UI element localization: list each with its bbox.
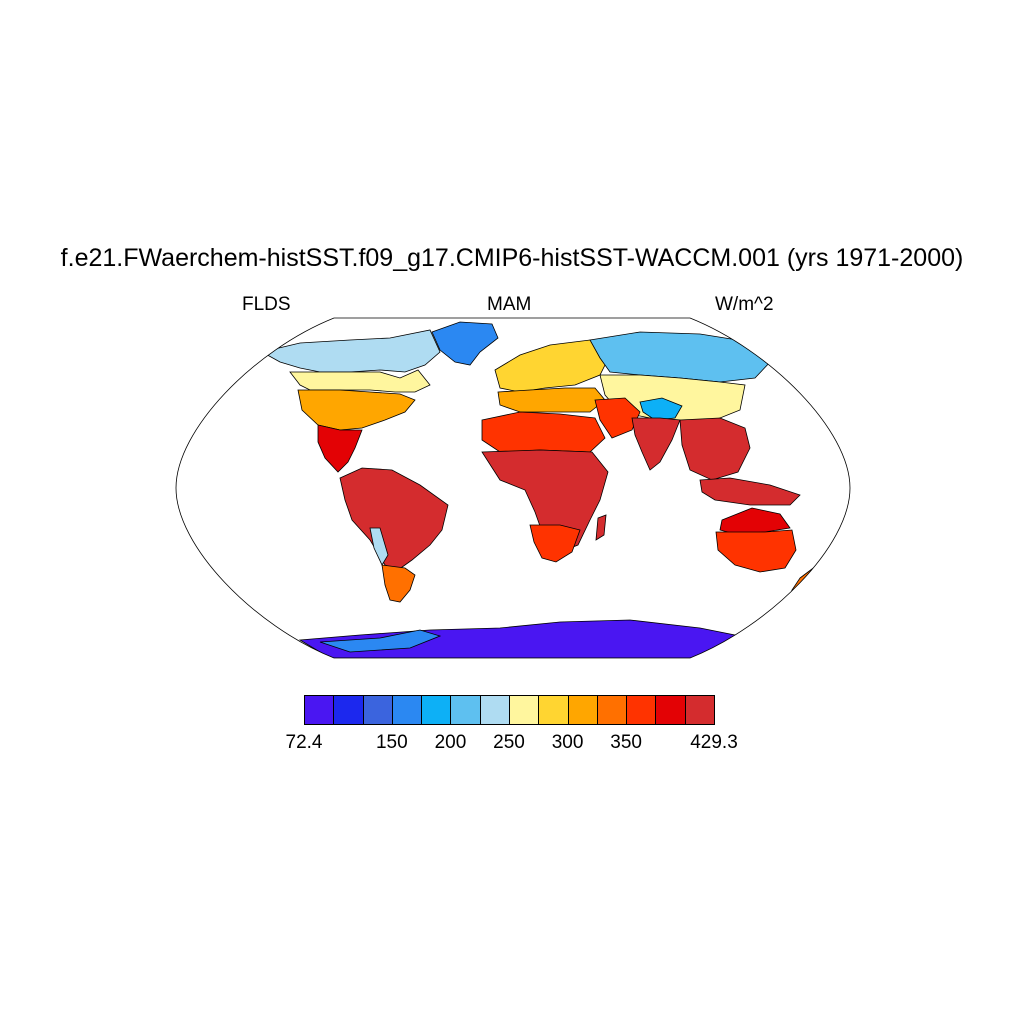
land-middle-east <box>594 397 641 439</box>
land-australia <box>715 529 797 573</box>
land-europe <box>494 339 611 393</box>
variable-label: FLDS <box>242 294 291 315</box>
land-south-africa <box>529 524 581 563</box>
colorbar-label: 300 <box>551 732 584 753</box>
colorbar-labels: 72.4 150 200 250 300 350 429.3 <box>0 732 1024 756</box>
land-africa <box>481 449 609 553</box>
land-siberia <box>589 331 773 383</box>
land-antarctica <box>298 619 741 658</box>
colorbar-label: 250 <box>493 732 525 753</box>
land-antarctic-peninsula <box>319 629 442 653</box>
land-north-america-arctic <box>260 329 441 373</box>
colorbar-label: 72.4 <box>285 732 323 753</box>
land-usa <box>297 389 416 431</box>
map-border <box>175 317 851 659</box>
season-label: MAM <box>487 294 532 315</box>
plot-title: f.e21.FWaerchem-histSST.f09_g17.CMIP6-hi… <box>60 244 964 272</box>
land-patagonia <box>381 564 416 603</box>
land-mexico <box>317 424 363 473</box>
colorbar-box <box>596 695 628 725</box>
colorbar-box <box>567 695 598 725</box>
colorbar-box <box>684 695 715 725</box>
colorbar-label: 429.3 <box>690 732 738 753</box>
colorbar-box <box>333 695 364 725</box>
colorbar-box <box>479 695 510 725</box>
colorbar-box <box>626 695 657 725</box>
colorbar <box>304 695 715 725</box>
land-mediterranean <box>497 387 606 413</box>
land-andes <box>369 527 389 566</box>
land-madagascar <box>595 514 607 541</box>
land-greenland <box>431 321 499 366</box>
colorbar-box <box>655 695 686 725</box>
land-canada <box>289 369 431 393</box>
colorbar-box <box>304 695 335 725</box>
land-australia-north <box>719 507 791 535</box>
land-north-africa <box>481 411 606 453</box>
colorbar-label: 350 <box>610 732 642 753</box>
colorbar-label: 150 <box>375 732 408 753</box>
land-southeast-asia <box>679 417 751 481</box>
land-tibet <box>639 397 683 421</box>
colorbar-box <box>450 695 481 725</box>
units-label: W/m^2 <box>715 294 774 315</box>
colorbar-box <box>421 695 452 725</box>
colorbar-box <box>391 695 423 725</box>
colorbar-box <box>538 695 569 725</box>
colorbar-box <box>509 695 540 725</box>
colorbar-box <box>362 695 393 725</box>
colorbar-label: 200 <box>434 732 467 753</box>
land-india <box>631 417 681 471</box>
land-indonesia <box>699 477 801 506</box>
land-south-america <box>339 467 449 571</box>
